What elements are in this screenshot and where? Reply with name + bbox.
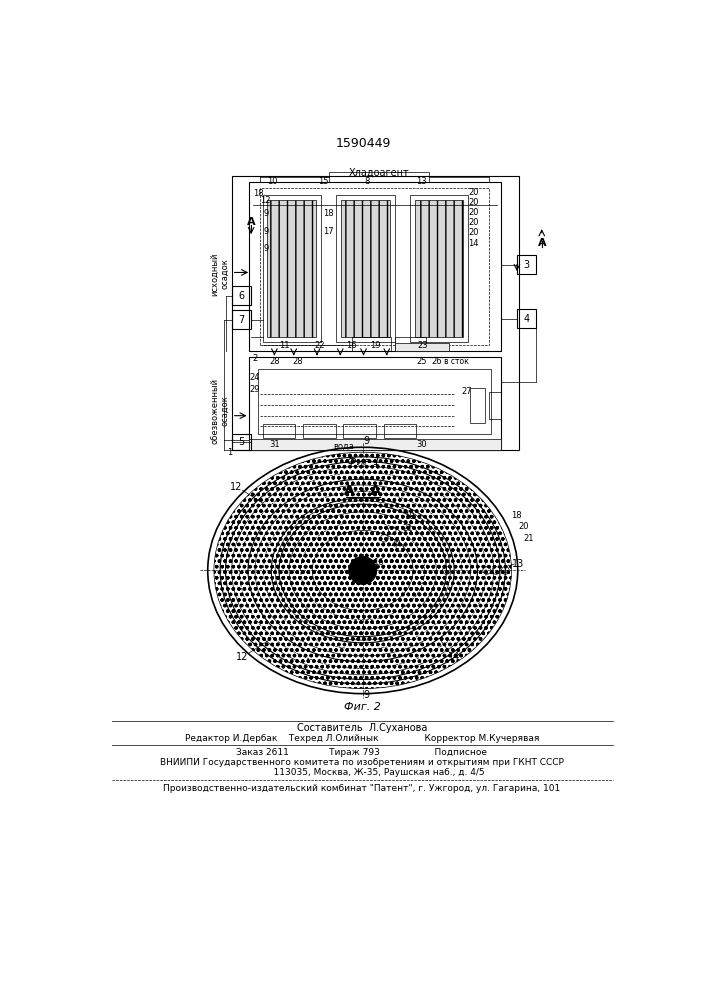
Text: исходный
осадок: исходный осадок <box>211 252 230 296</box>
Bar <box>395 337 426 351</box>
Bar <box>341 200 390 337</box>
Text: ВНИИПИ Государственного комитета по изобретениям и открытиям при ГКНТ СССР: ВНИИПИ Государственного комитета по изоб… <box>160 758 564 767</box>
Text: 5: 5 <box>238 437 244 447</box>
Bar <box>267 200 316 337</box>
Bar <box>395 343 449 351</box>
Text: 17: 17 <box>323 227 334 236</box>
Text: 20: 20 <box>519 522 529 531</box>
Circle shape <box>349 557 377 584</box>
Bar <box>329 172 429 182</box>
Text: Составитель  Л.Суханова: Составитель Л.Суханова <box>297 723 427 733</box>
Text: 27: 27 <box>461 387 472 396</box>
Text: 28: 28 <box>269 357 280 366</box>
Text: 22: 22 <box>314 341 325 350</box>
Text: 1590449: 1590449 <box>336 137 391 150</box>
Text: Редактор И.Дербак    Техред Л.Олийнык                Корректор М.Кучерявая: Редактор И.Дербак Техред Л.Олийнык Корре… <box>185 734 539 743</box>
Text: 12: 12 <box>236 652 249 662</box>
Text: 4: 4 <box>523 314 530 324</box>
Text: 18: 18 <box>254 189 264 198</box>
Text: 2: 2 <box>252 354 257 363</box>
Text: 19: 19 <box>370 341 380 350</box>
Bar <box>249 182 501 351</box>
Text: 20: 20 <box>468 208 479 217</box>
Text: Фиг 1: Фиг 1 <box>347 457 380 467</box>
Text: 21: 21 <box>523 534 534 543</box>
Text: 11: 11 <box>279 341 290 350</box>
Text: обезвоженный
осадок: обезвоженный осадок <box>211 378 230 444</box>
Text: 13: 13 <box>512 559 524 569</box>
Text: 25: 25 <box>416 357 427 366</box>
Bar <box>352 337 391 351</box>
Bar <box>263 195 321 342</box>
Bar <box>260 188 489 345</box>
Bar <box>232 310 251 329</box>
Bar <box>517 309 537 328</box>
Text: 18: 18 <box>511 511 522 520</box>
Text: 7: 7 <box>238 315 244 325</box>
Bar <box>414 200 464 337</box>
Circle shape <box>355 563 370 578</box>
Text: Заказ 2611              Тираж 793                   Подписное: Заказ 2611 Тираж 793 Подписное <box>236 748 487 757</box>
Text: 12: 12 <box>230 482 243 492</box>
Text: 16: 16 <box>346 341 357 350</box>
Bar <box>337 195 395 342</box>
Bar <box>258 369 491 434</box>
Text: 18: 18 <box>404 512 414 521</box>
Text: 9: 9 <box>264 244 269 253</box>
Text: 9: 9 <box>363 690 370 700</box>
Circle shape <box>361 568 365 573</box>
Bar <box>344 424 376 438</box>
Text: 113035, Москва, Ж-35, Раушская наб., д. 4/5: 113035, Москва, Ж-35, Раушская наб., д. … <box>239 768 485 777</box>
Bar <box>517 255 537 274</box>
Text: А: А <box>537 238 546 248</box>
Bar <box>469 388 485 423</box>
Text: в сток: в сток <box>444 357 469 366</box>
Text: 20: 20 <box>468 188 479 197</box>
Text: 14: 14 <box>468 239 479 248</box>
Text: А: А <box>247 217 255 227</box>
Text: А - А: А - А <box>344 484 381 498</box>
Bar <box>249 439 501 450</box>
Text: 12: 12 <box>260 196 270 205</box>
Text: 16: 16 <box>373 558 383 567</box>
Text: 13: 13 <box>416 177 427 186</box>
Bar <box>249 357 501 450</box>
Text: Хладоагент: Хладоагент <box>349 167 409 177</box>
Text: 30: 30 <box>416 440 427 449</box>
Text: вода: вода <box>334 442 355 451</box>
Text: 31: 31 <box>269 440 280 449</box>
Bar <box>232 286 251 305</box>
Bar <box>384 424 416 438</box>
Text: 9: 9 <box>264 227 269 236</box>
Text: 3: 3 <box>523 260 530 270</box>
Bar <box>303 424 336 438</box>
Bar <box>410 195 468 342</box>
Text: Производственно-издательский комбинат "Патент", г. Ужгород, ул. Гагарина, 101: Производственно-издательский комбинат "П… <box>163 784 561 793</box>
Text: 20: 20 <box>468 218 479 227</box>
Text: 26: 26 <box>432 357 443 366</box>
Text: 24: 24 <box>250 373 260 382</box>
Text: 9: 9 <box>264 209 269 218</box>
Bar <box>232 434 251 450</box>
Text: 23: 23 <box>418 341 428 350</box>
Text: 14: 14 <box>448 652 460 662</box>
Text: 9: 9 <box>363 436 370 446</box>
Text: 29: 29 <box>250 385 260 394</box>
Text: 20: 20 <box>390 539 401 548</box>
Text: 18: 18 <box>323 209 334 218</box>
Bar <box>489 392 501 419</box>
Bar <box>263 424 296 438</box>
Text: 6: 6 <box>238 291 244 301</box>
Text: 20: 20 <box>468 228 479 237</box>
Text: 20: 20 <box>468 198 479 207</box>
Text: Фиг. 2: Фиг. 2 <box>344 702 381 712</box>
Text: 10: 10 <box>267 177 277 186</box>
Text: 8: 8 <box>365 177 370 186</box>
Text: 28: 28 <box>292 357 303 366</box>
Text: 1: 1 <box>227 448 232 457</box>
Bar <box>232 176 518 450</box>
Text: 21: 21 <box>402 524 413 533</box>
Text: 15: 15 <box>318 177 329 186</box>
